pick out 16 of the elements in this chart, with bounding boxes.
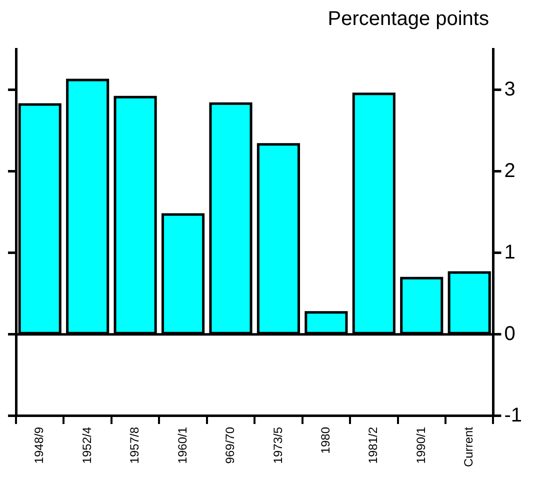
y-tick-label: -1 [504,404,522,426]
x-tick-label: 1960/1 [175,426,190,464]
y-tick-label: 1 [504,241,516,264]
y-tick-label: 0 [504,322,516,345]
y-tick-label: 2 [504,160,516,182]
x-tick-label: 1990/1 [414,426,428,464]
x-tick-label: 1957/8 [128,426,142,464]
x-tick-label: 1981/2 [366,426,380,464]
y-tick-label: 3 [504,78,516,100]
y-axis-title: Percentage points [326,8,490,32]
x-tick-label: 969/70 [223,426,238,464]
x-tick-label: 1952/4 [80,426,94,464]
x-tick-label: 1948/9 [32,426,46,464]
x-tick-label: 1973/5 [270,426,285,464]
x-tick-label: Current [462,426,476,467]
x-tick-label: 1980 [318,426,333,454]
